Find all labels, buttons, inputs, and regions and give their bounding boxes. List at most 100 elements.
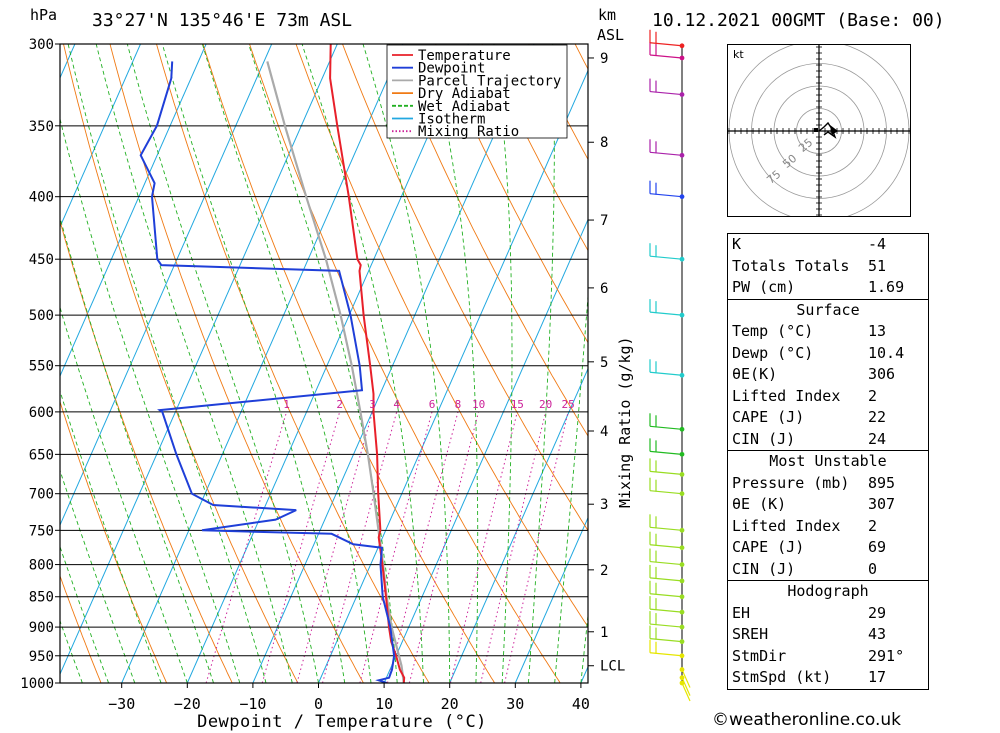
wet-adiabat-line [301, 44, 424, 683]
legend-entry: Temperature [418, 48, 511, 64]
temperature-tick-label: 0 [314, 695, 323, 713]
surface-section: Surface Temp (°C) 13 Dewp (°C) 10.4 θE(K) 306… [728, 298, 928, 451]
wet-adiabat-line [126, 44, 319, 683]
indices-section: K -4 Totals Totals 51 PW (cm) 1.69 [728, 234, 928, 299]
pressure-tick-label: 300 [29, 37, 54, 53]
surface-row: CIN (J) 24 [728, 429, 928, 451]
pressure-tick-label: 700 [29, 487, 54, 503]
surface-row: CAPE (J) 22 [728, 407, 928, 429]
isotherm-line [121, 44, 404, 683]
surface-value: 22 [868, 408, 887, 426]
isotherm-line [383, 218, 588, 683]
wet-adiabat-line [428, 44, 479, 683]
pressure-tick-label: 800 [29, 558, 54, 574]
wet-adiabat-line [95, 44, 293, 683]
hodograph-panel: 25 50 75 kt [727, 44, 911, 217]
wind-barb [649, 625, 685, 645]
copyright: ©weatheronline.co.uk [712, 710, 902, 730]
wind-barb [649, 78, 685, 97]
hodograph-unit: kt [733, 48, 744, 61]
temperature-tick-label: 10 [375, 695, 393, 713]
surface-value: 306 [868, 365, 896, 383]
mixing-ratio-line [450, 411, 518, 683]
parcel-trajectory-line [266, 61, 405, 683]
hodograph-storm-marker [830, 125, 838, 135]
height-unit: km [598, 6, 617, 24]
mu-row: Lifted Index 2 [728, 516, 928, 538]
hodo-table-row: EH 29 [728, 603, 928, 625]
isotherm-line [186, 44, 469, 683]
mu-row: CIN (J) 0 [728, 559, 928, 581]
surface-row: Lifted Index 2 [728, 386, 928, 408]
mu-key: CIN (J) [732, 559, 796, 578]
mixing-ratio-axis-label: Mixing Ratio (g/kg) [616, 336, 634, 508]
pressure-tick-label: 850 [29, 590, 54, 606]
dry-adiabat-line [156, 44, 430, 683]
surface-value: 10.4 [868, 343, 905, 362]
location-title: 33°27'N 135°46'E 73m ASL [92, 10, 353, 31]
pressure-tick-label: 1000 [20, 676, 54, 692]
wind-barb [649, 596, 685, 615]
surface-key: θE(K) [732, 365, 778, 383]
mixing-ratio-line [322, 411, 398, 683]
mu-value: 2 [868, 516, 878, 535]
wind-barb [649, 41, 685, 61]
pressure-tick-label: 400 [29, 190, 54, 206]
legend-entry: Wet Adiabat [418, 99, 511, 115]
wet-adiabat-line [161, 44, 346, 683]
height-tick-label: 9 [600, 51, 608, 67]
wet-adiabat-line [60, 468, 136, 683]
legend-entry: Dewpoint [418, 61, 485, 77]
mu-key: θE (K) [732, 495, 787, 513]
height-tick-label: 7 [600, 213, 608, 229]
isotherm-line [449, 367, 588, 683]
mu-key: CAPE (J) [732, 538, 805, 556]
wind-barb [649, 139, 685, 158]
hodograph-origin-marker [814, 128, 818, 132]
hodograph-table-section: Hodograph EH 29 SREH 43 StmDir 291° StmSpd (kt… [728, 580, 928, 689]
isotherm-line [318, 69, 588, 683]
index-value: -4 [868, 235, 887, 253]
wind-barb [649, 580, 685, 600]
surface-title: Surface [796, 300, 860, 319]
mixing-ratio-line [480, 411, 547, 683]
mixing-ratio-label: 15 [511, 398, 524, 411]
index-value: 1.69 [868, 278, 905, 296]
mu-key: Pressure (mb) [732, 473, 850, 492]
height-tick-label: 3 [600, 497, 608, 513]
mixing-ratio-label: 3 [369, 398, 376, 411]
wind-barb [649, 458, 685, 477]
surface-key: Dewp (°C) [732, 343, 814, 362]
hodo-table-value: 17 [868, 668, 887, 686]
isotherm-line [0, 44, 9, 683]
pressure-tick-label: 350 [29, 119, 54, 135]
legend-entry: Mixing Ratio [418, 124, 519, 140]
hodo-table-value: 291° [868, 646, 905, 665]
mixing-ratio-label: 1 [283, 398, 290, 411]
dewpoint-line [139, 61, 396, 683]
wind-barb [649, 477, 685, 497]
datetime-title: 10.12.2021 00GMT (Base: 00) [652, 10, 945, 31]
surface-value: 2 [868, 386, 878, 405]
height-tick-label: 2 [600, 563, 608, 579]
hodograph-ring-label: 25 [796, 136, 815, 155]
isotherm-line [60, 44, 338, 676]
dry-adiabat-line [388, 44, 588, 437]
surface-value: 13 [868, 322, 887, 340]
index-value: 51 [868, 256, 887, 275]
wind-barb [649, 564, 685, 584]
surface-value: 24 [868, 429, 887, 448]
wet-adiabat-line [554, 290, 588, 683]
index-row: PW (cm) 1.69 [728, 277, 928, 299]
hodo-table-value: 29 [868, 603, 887, 622]
height-tick-label: 1 [600, 625, 608, 641]
wind-barb [649, 611, 685, 630]
legend-entry: Dry Adiabat [418, 86, 511, 102]
surface-row: Temp (°C) 13 [728, 321, 928, 343]
hodograph-ring-label: 50 [780, 152, 799, 171]
surface-key: Temp (°C) [732, 322, 814, 340]
wind-barb [649, 438, 685, 457]
wet-adiabat-line [527, 44, 555, 683]
